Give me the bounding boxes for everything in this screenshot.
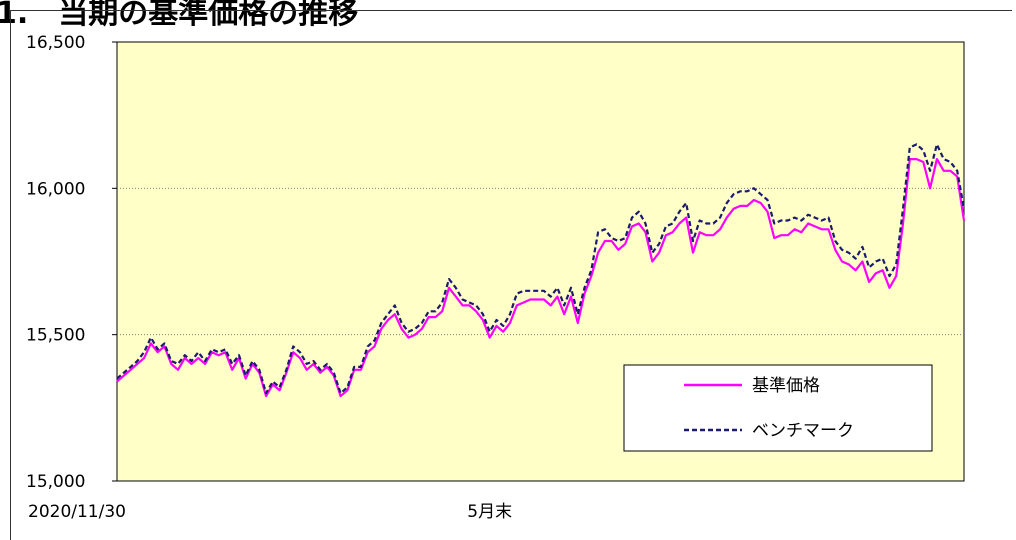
x-axis-label: 5月末 <box>467 502 512 522</box>
series-line-benchmark <box>116 143 966 395</box>
x-axis-label: 2020/11/30 <box>28 502 126 522</box>
x-axis-labels: 2020/11/30 5月末 <box>28 502 512 522</box>
gridlines <box>117 187 964 336</box>
legend-label-benchmark: ベンチマーク <box>752 421 854 441</box>
y-axis-ticks: 15,000 15,500 16,000 16,500 <box>26 33 117 492</box>
chart-frame <box>10 10 1012 540</box>
page-title: 1. 当期の基準価格の推移 <box>0 0 359 31</box>
y-tick-label: 16,500 <box>26 33 85 53</box>
legend-label-nav: 基準価格 <box>752 376 820 396</box>
y-tick-label: 15,000 <box>26 472 85 492</box>
y-tick-label: 15,500 <box>26 326 85 346</box>
legend: 基準価格 ベンチマーク <box>623 364 933 452</box>
series-lines <box>116 143 966 398</box>
legend-box <box>623 364 933 452</box>
y-tick-label: 16,000 <box>26 179 85 199</box>
